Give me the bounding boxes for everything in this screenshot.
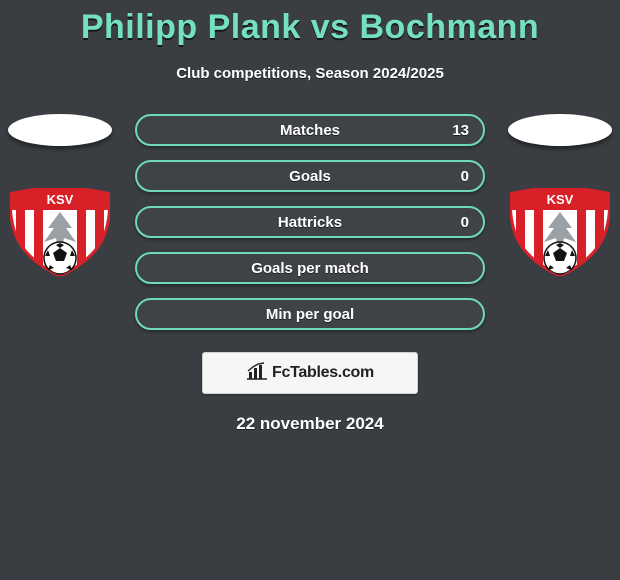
player-left-club-badge: KSV [10, 188, 110, 276]
stat-bar-goals-per-match: Goals per match [135, 252, 485, 284]
bar-chart-icon [246, 362, 268, 385]
player-right-club-badge: KSV [510, 188, 610, 276]
stat-label: Matches [280, 122, 340, 139]
player-left-photo-placeholder [8, 114, 112, 146]
stat-bar-hattricks: Hattricks 0 [135, 206, 485, 238]
stat-value-right: 0 [461, 168, 469, 185]
stat-label: Hattricks [278, 214, 342, 231]
stat-bars: Matches 13 Goals 0 Hattricks 0 Goals per… [135, 114, 485, 330]
stat-label: Goals per match [251, 260, 369, 277]
svg-text:KSV: KSV [547, 192, 574, 207]
player-left-column: KSV [0, 114, 120, 276]
stat-bar-min-per-goal: Min per goal [135, 298, 485, 330]
svg-text:KSV: KSV [47, 192, 74, 207]
brand-attribution: FcTables.com [202, 352, 418, 394]
ksv-shield-icon: KSV [510, 188, 610, 276]
comparison-panel: KSV [0, 114, 620, 434]
subtitle: Club competitions, Season 2024/2025 [0, 65, 620, 82]
stat-bar-goals: Goals 0 [135, 160, 485, 192]
player-right-photo-placeholder [508, 114, 612, 146]
date-label: 22 november 2024 [0, 414, 620, 434]
stat-label: Goals [289, 168, 331, 185]
stat-value-right: 0 [461, 214, 469, 231]
stat-bar-matches: Matches 13 [135, 114, 485, 146]
stat-label: Min per goal [266, 306, 354, 323]
player-right-column: KSV [500, 114, 620, 276]
brand-text: FcTables.com [272, 364, 374, 382]
ksv-shield-icon: KSV [10, 188, 110, 276]
page-title: Philipp Plank vs Bochmann [0, 0, 620, 47]
stat-value-right: 13 [452, 122, 469, 139]
